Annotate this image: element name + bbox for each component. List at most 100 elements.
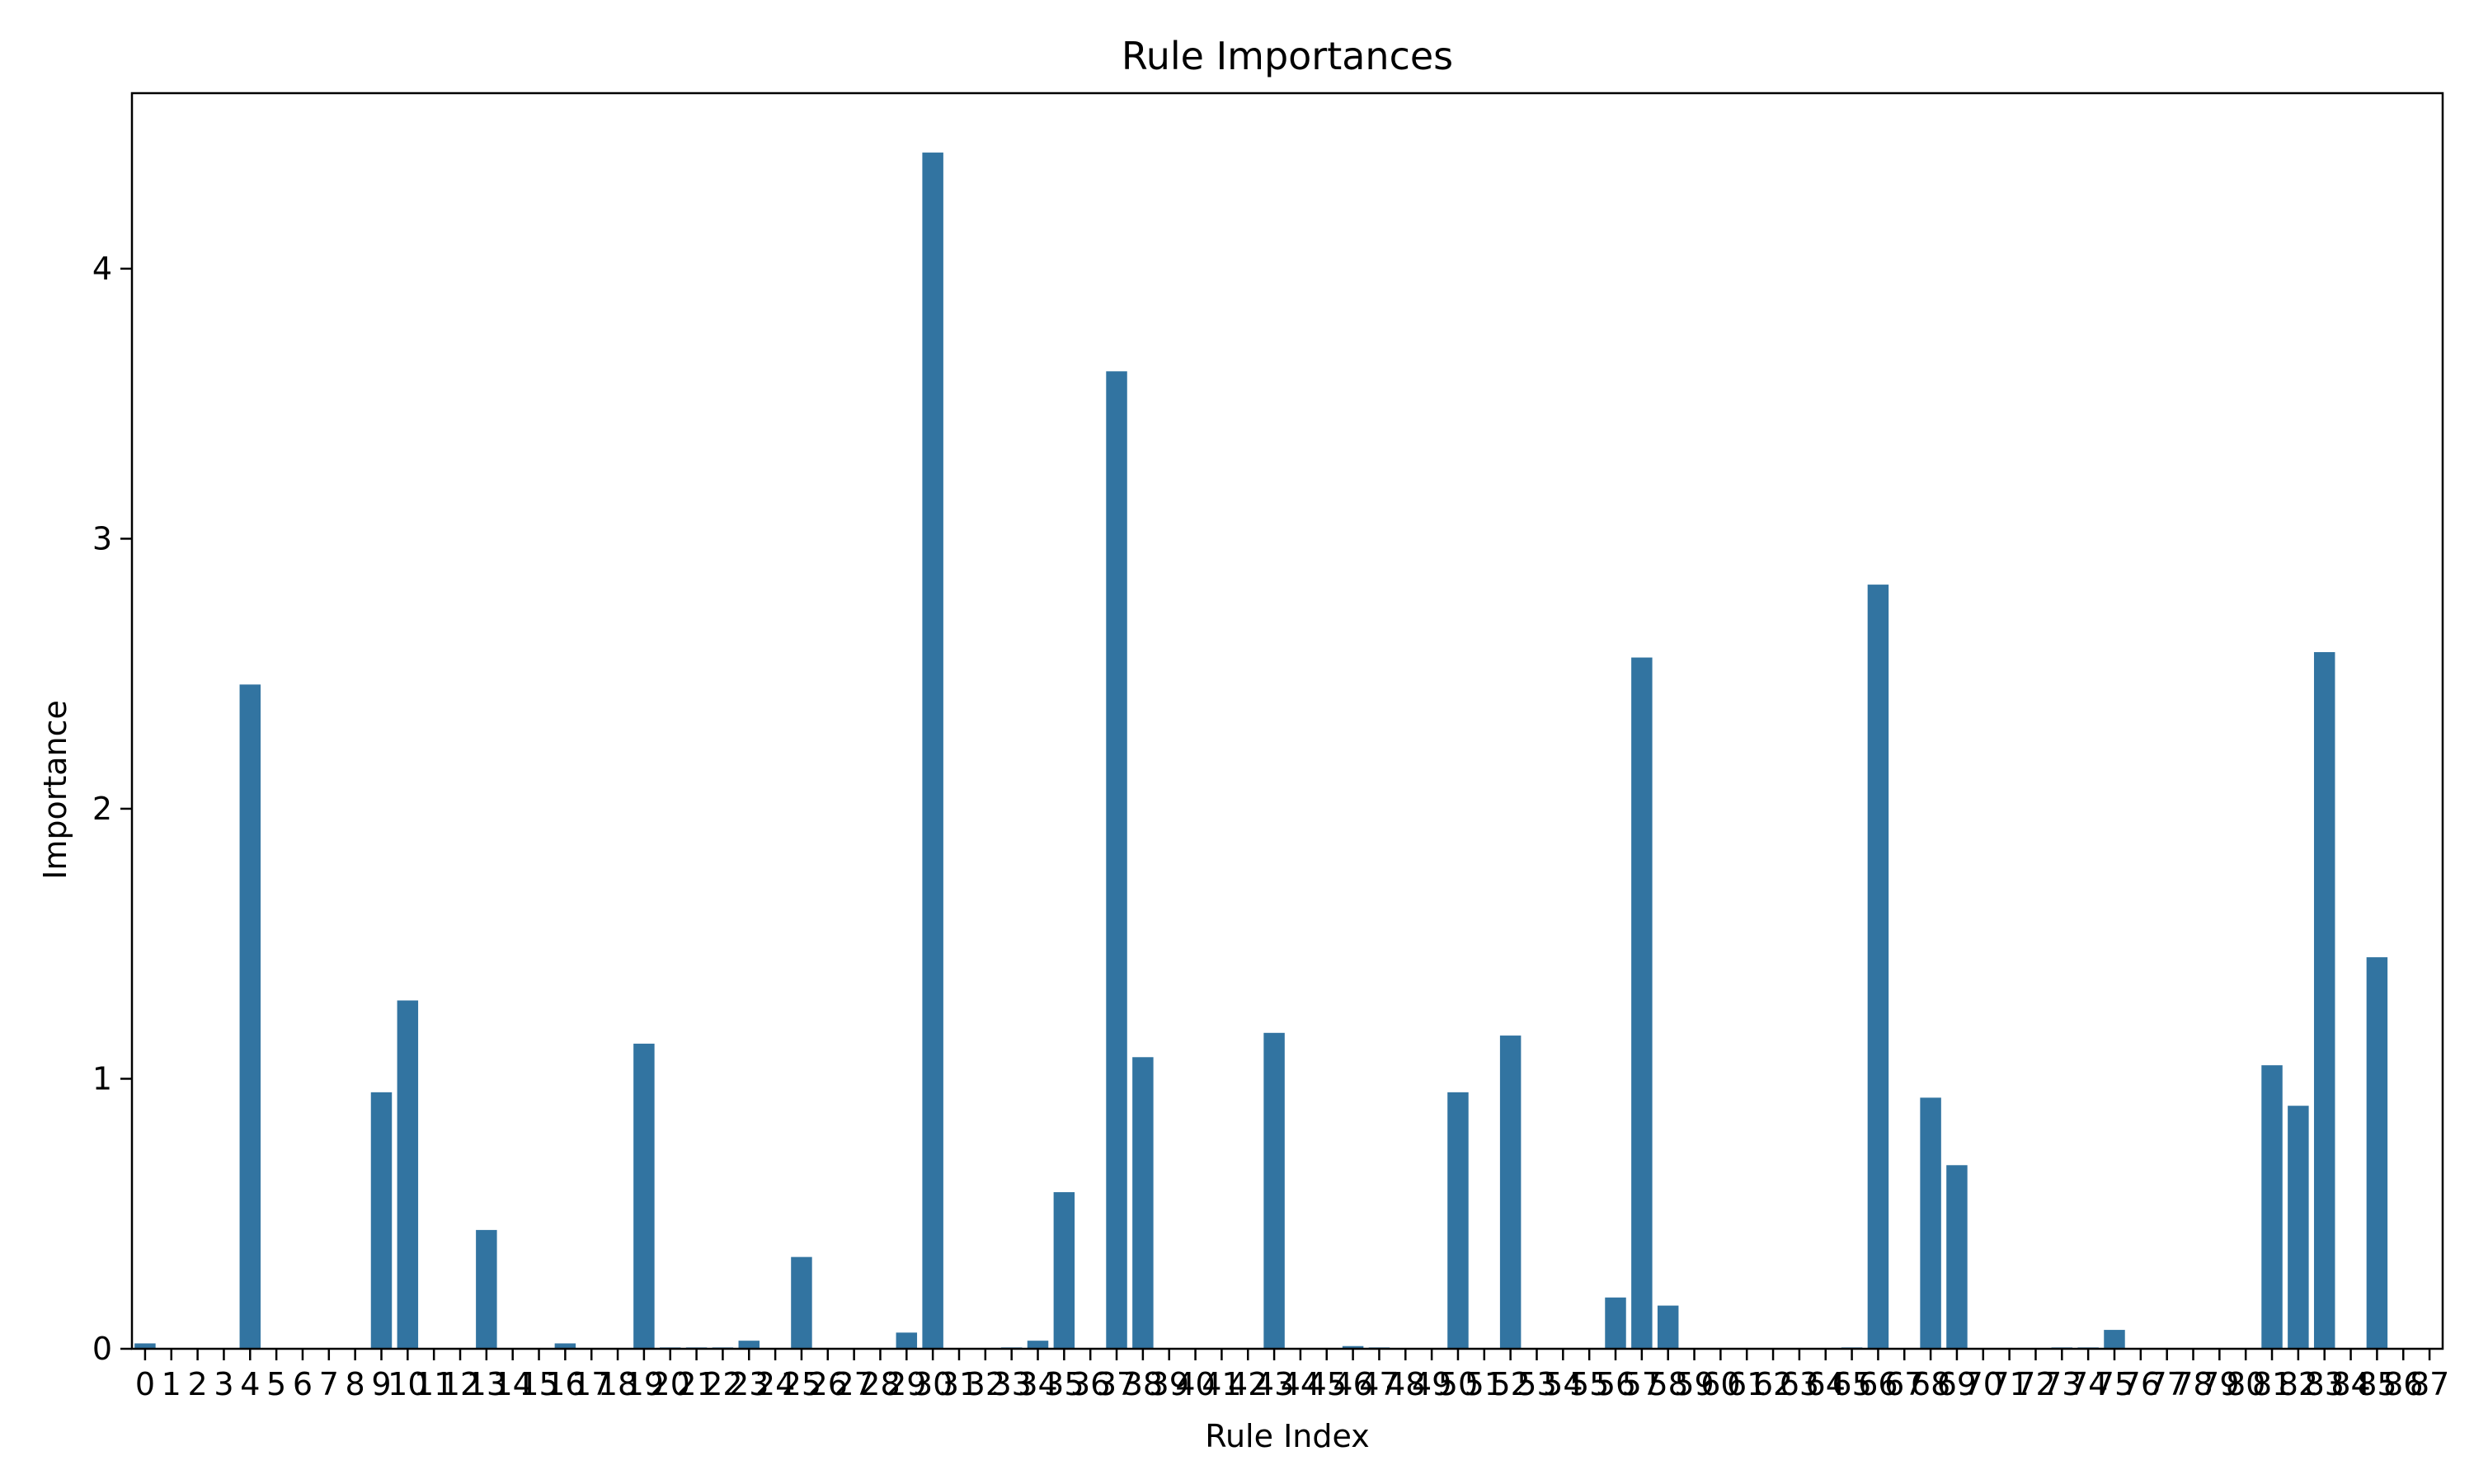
x-tick-label: 68 [1911, 1366, 1950, 1402]
x-tick-label: 51 [1465, 1366, 1504, 1402]
x-tick-label: 82 [2279, 1366, 2318, 1402]
x-tick-label: 54 [1543, 1366, 1583, 1402]
bar-rule-75 [2104, 1330, 2125, 1349]
x-tick-label: 11 [414, 1366, 454, 1402]
bar-rule-25 [791, 1256, 812, 1349]
x-tick-label: 21 [676, 1366, 716, 1402]
x-tick-label: 48 [1385, 1366, 1425, 1402]
x-tick-label: 33 [991, 1366, 1031, 1402]
y-tick-label: 1 [92, 1060, 112, 1097]
x-tick-label: 1 [162, 1366, 181, 1402]
x-tick-label: 39 [1150, 1366, 1189, 1402]
bar-rule-16 [554, 1343, 576, 1349]
chart-title: Rule Importances [1122, 34, 1453, 78]
x-tick-label: 17 [571, 1366, 611, 1402]
x-tick-label: 76 [2121, 1366, 2161, 1402]
x-tick-label: 74 [2068, 1366, 2108, 1402]
x-tick-label: 50 [1438, 1366, 1478, 1402]
bar-rule-69 [1946, 1165, 1968, 1349]
y-tick-label: 4 [92, 251, 112, 287]
x-tick-label: 63 [1780, 1366, 1819, 1402]
bar-rule-30 [922, 153, 943, 1349]
x-tick-label: 8 [346, 1366, 365, 1402]
x-tick-label: 10 [388, 1366, 427, 1402]
x-tick-label: 81 [2252, 1366, 2292, 1402]
x-tick-label: 30 [913, 1366, 952, 1402]
x-tick-label: 5 [266, 1366, 286, 1402]
x-tick-label: 69 [1937, 1366, 1977, 1402]
x-tick-label: 12 [440, 1366, 480, 1402]
x-tick-label: 32 [966, 1366, 1005, 1402]
x-tick-label: 73 [2042, 1366, 2081, 1402]
y-tick-label: 0 [92, 1331, 112, 1367]
x-tick-label: 67 [1884, 1366, 1924, 1402]
bar-rule-19 [633, 1043, 655, 1349]
x-tick-label: 42 [1228, 1366, 1268, 1402]
x-tick-label: 7 [319, 1366, 339, 1402]
x-tick-label: 27 [834, 1366, 873, 1402]
x-tick-label: 62 [1753, 1366, 1793, 1402]
y-axis-ticks: 0 1 2 3 4 [92, 251, 132, 1367]
x-tick-label: 57 [1622, 1366, 1662, 1402]
bars-group [134, 153, 2388, 1350]
x-tick-label: 56 [1596, 1366, 1635, 1402]
x-tick-label: 75 [2095, 1366, 2134, 1402]
bar-rule-13 [476, 1229, 497, 1349]
bar-rule-50 [1447, 1092, 1469, 1349]
x-tick-label: 85 [2357, 1366, 2396, 1402]
plot-frame [130, 92, 2444, 1350]
x-tick-label: 59 [1674, 1366, 1714, 1402]
x-tick-label: 9 [371, 1366, 391, 1402]
bar-rule-57 [1631, 657, 1653, 1349]
x-tick-label: 79 [2199, 1366, 2239, 1402]
x-tick-label: 40 [1175, 1366, 1215, 1402]
x-tick-label: 43 [1254, 1366, 1294, 1402]
x-tick-label: 86 [2383, 1366, 2423, 1402]
x-tick-label: 3 [214, 1366, 233, 1402]
bar-rule-83 [2313, 651, 2335, 1349]
x-axis-label: Rule Index [1205, 1418, 1369, 1454]
bar-rule-66 [1867, 585, 1889, 1349]
x-tick-label: 65 [1832, 1366, 1871, 1402]
bar-rule-58 [1657, 1305, 1679, 1349]
bar-rule-4 [239, 684, 261, 1349]
bar-rule-29 [896, 1332, 918, 1349]
x-tick-label: 6 [293, 1366, 313, 1402]
bar-rule-23 [738, 1341, 760, 1349]
x-tick-label: 29 [887, 1366, 926, 1402]
y-tick-label: 2 [92, 791, 112, 827]
x-tick-label: 87 [2410, 1366, 2449, 1402]
bar-rule-56 [1605, 1297, 1626, 1349]
y-axis-label: Importance [37, 700, 73, 880]
bar-rule-0 [134, 1343, 156, 1349]
bar-rule-46 [1342, 1345, 1364, 1349]
x-tick-label: 46 [1333, 1366, 1372, 1402]
x-tick-label: 77 [2147, 1366, 2186, 1402]
x-tick-label: 28 [860, 1366, 900, 1402]
x-tick-label: 70 [1964, 1366, 2003, 1402]
bar-rule-9 [370, 1092, 393, 1349]
y-tick-label: 3 [92, 520, 112, 556]
x-tick-label: 14 [493, 1366, 533, 1402]
x-tick-label: 4 [240, 1366, 260, 1402]
x-tick-label: 31 [939, 1366, 979, 1402]
x-tick-label: 0 [135, 1366, 155, 1402]
x-tick-label: 84 [2331, 1366, 2370, 1402]
x-axis-ticks: 0 1 2 3 4 5 6 7 8 9101112131415161718192021222324… [135, 1349, 2449, 1402]
x-tick-label: 83 [2305, 1366, 2345, 1402]
x-tick-label: 66 [1858, 1366, 1898, 1402]
x-tick-label: 26 [808, 1366, 848, 1402]
x-tick-label: 22 [703, 1366, 742, 1402]
x-tick-label: 23 [729, 1366, 769, 1402]
x-tick-label: 80 [2226, 1366, 2265, 1402]
bar-rule-10 [397, 1000, 419, 1349]
x-tick-label: 72 [2015, 1366, 2055, 1402]
bar-rule-38 [1132, 1057, 1154, 1349]
x-tick-label: 38 [1123, 1366, 1163, 1402]
x-tick-label: 71 [1989, 1366, 2029, 1402]
bar-rule-85 [2366, 957, 2388, 1349]
x-tick-label: 18 [598, 1366, 637, 1402]
x-tick-label: 45 [1307, 1366, 1347, 1402]
x-tick-label: 53 [1517, 1366, 1556, 1402]
